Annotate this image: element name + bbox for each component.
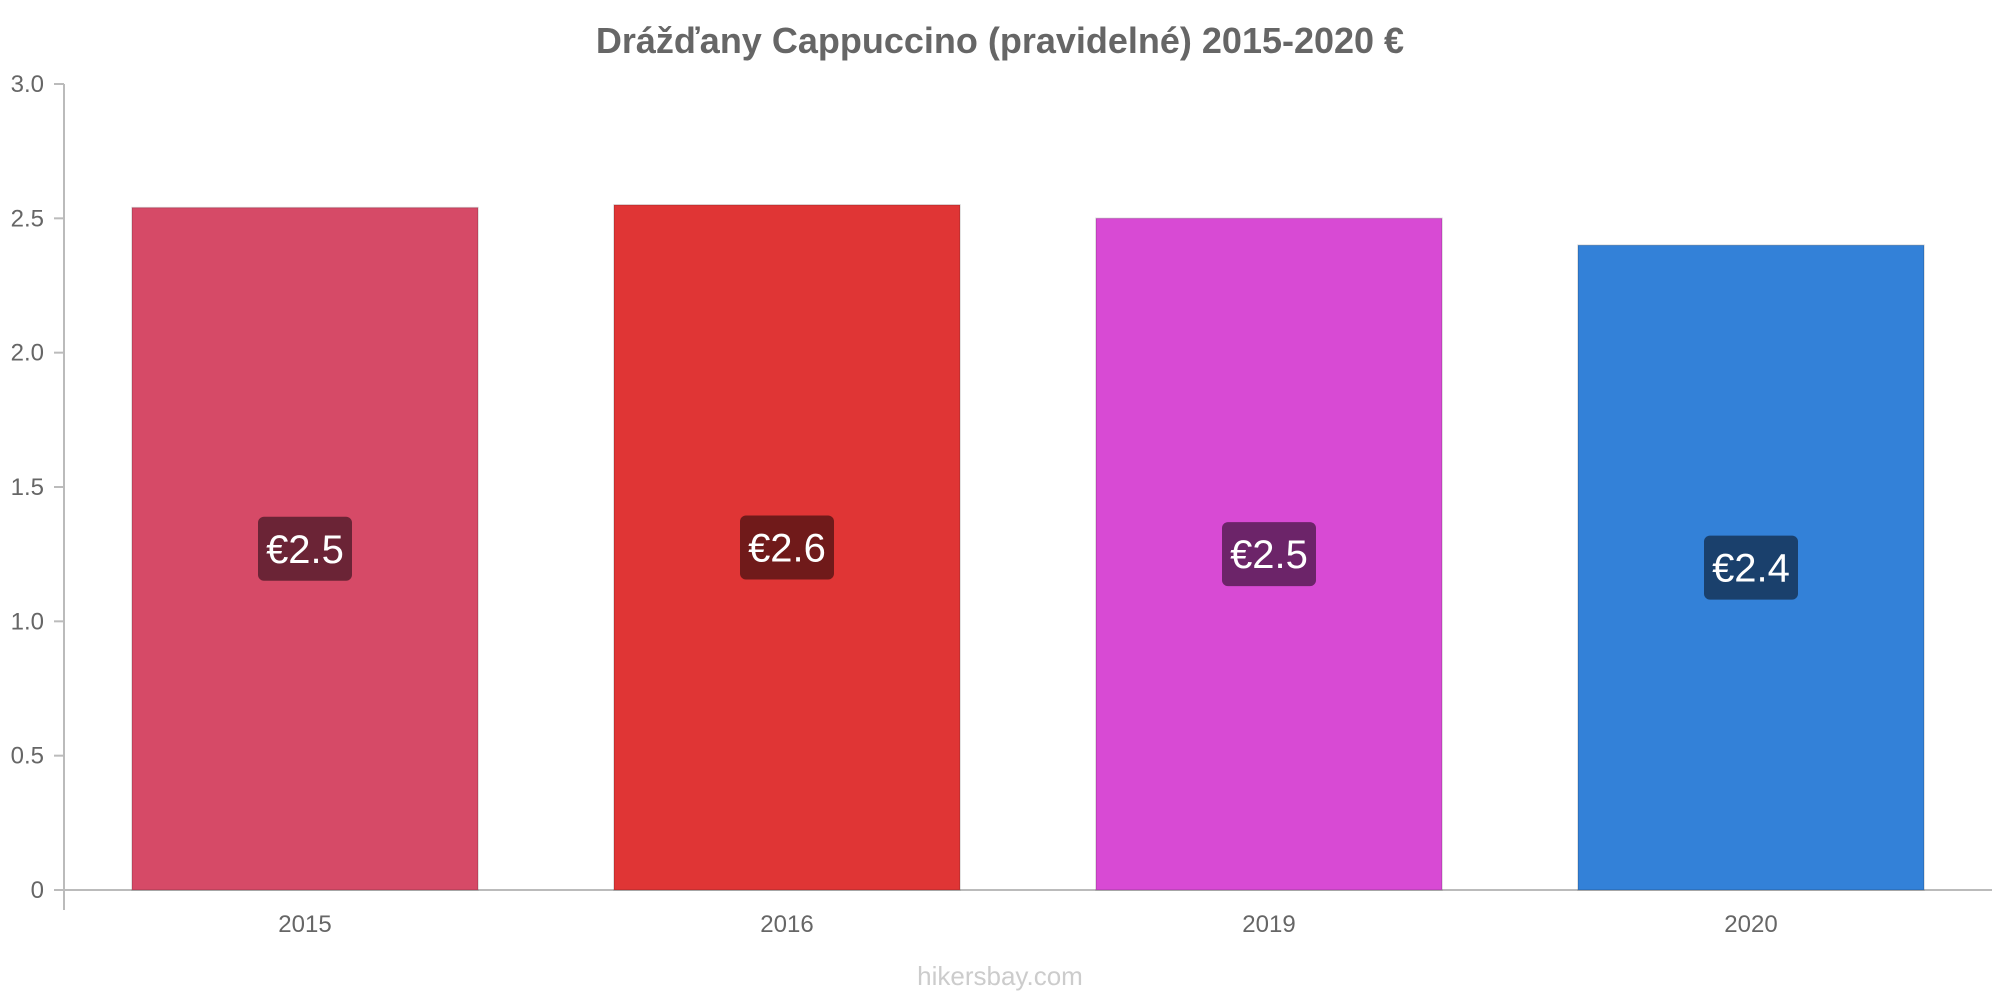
x-tick-label: 2015 (278, 911, 331, 938)
x-tick-label: 2016 (760, 911, 813, 938)
y-tick-label: 3.0 (11, 71, 44, 98)
y-tick-label: 2.0 (11, 340, 44, 367)
data-labels-group: €2.5 €2.6 €2.5 €2.4 (258, 515, 1798, 600)
data-label-box (1704, 535, 1798, 600)
x-tick-label: 2020 (1724, 911, 1777, 938)
bars-group (131, 204, 1925, 891)
data-label: €2.6 (748, 526, 826, 570)
y-tick-label: 1.0 (11, 608, 44, 635)
y-tick-label: 2.5 (11, 205, 44, 232)
data-label-box (740, 515, 834, 580)
data-label: €2.5 (266, 528, 344, 572)
x-tick-label: 2019 (1242, 911, 1295, 938)
data-label-box (1222, 522, 1316, 587)
y-tick-label: 1.5 (11, 474, 44, 501)
data-label: €2.4 (1712, 547, 1790, 591)
data-label: €2.5 (1230, 533, 1308, 577)
y-tick-label: 0 (31, 877, 44, 904)
chart-title: Drážďany Cappuccino (pravidelné) 2015-20… (596, 20, 1404, 61)
watermark: hikersbay.com (917, 961, 1083, 991)
data-label-box (258, 516, 352, 581)
y-tick-label: 0.5 (11, 743, 44, 770)
